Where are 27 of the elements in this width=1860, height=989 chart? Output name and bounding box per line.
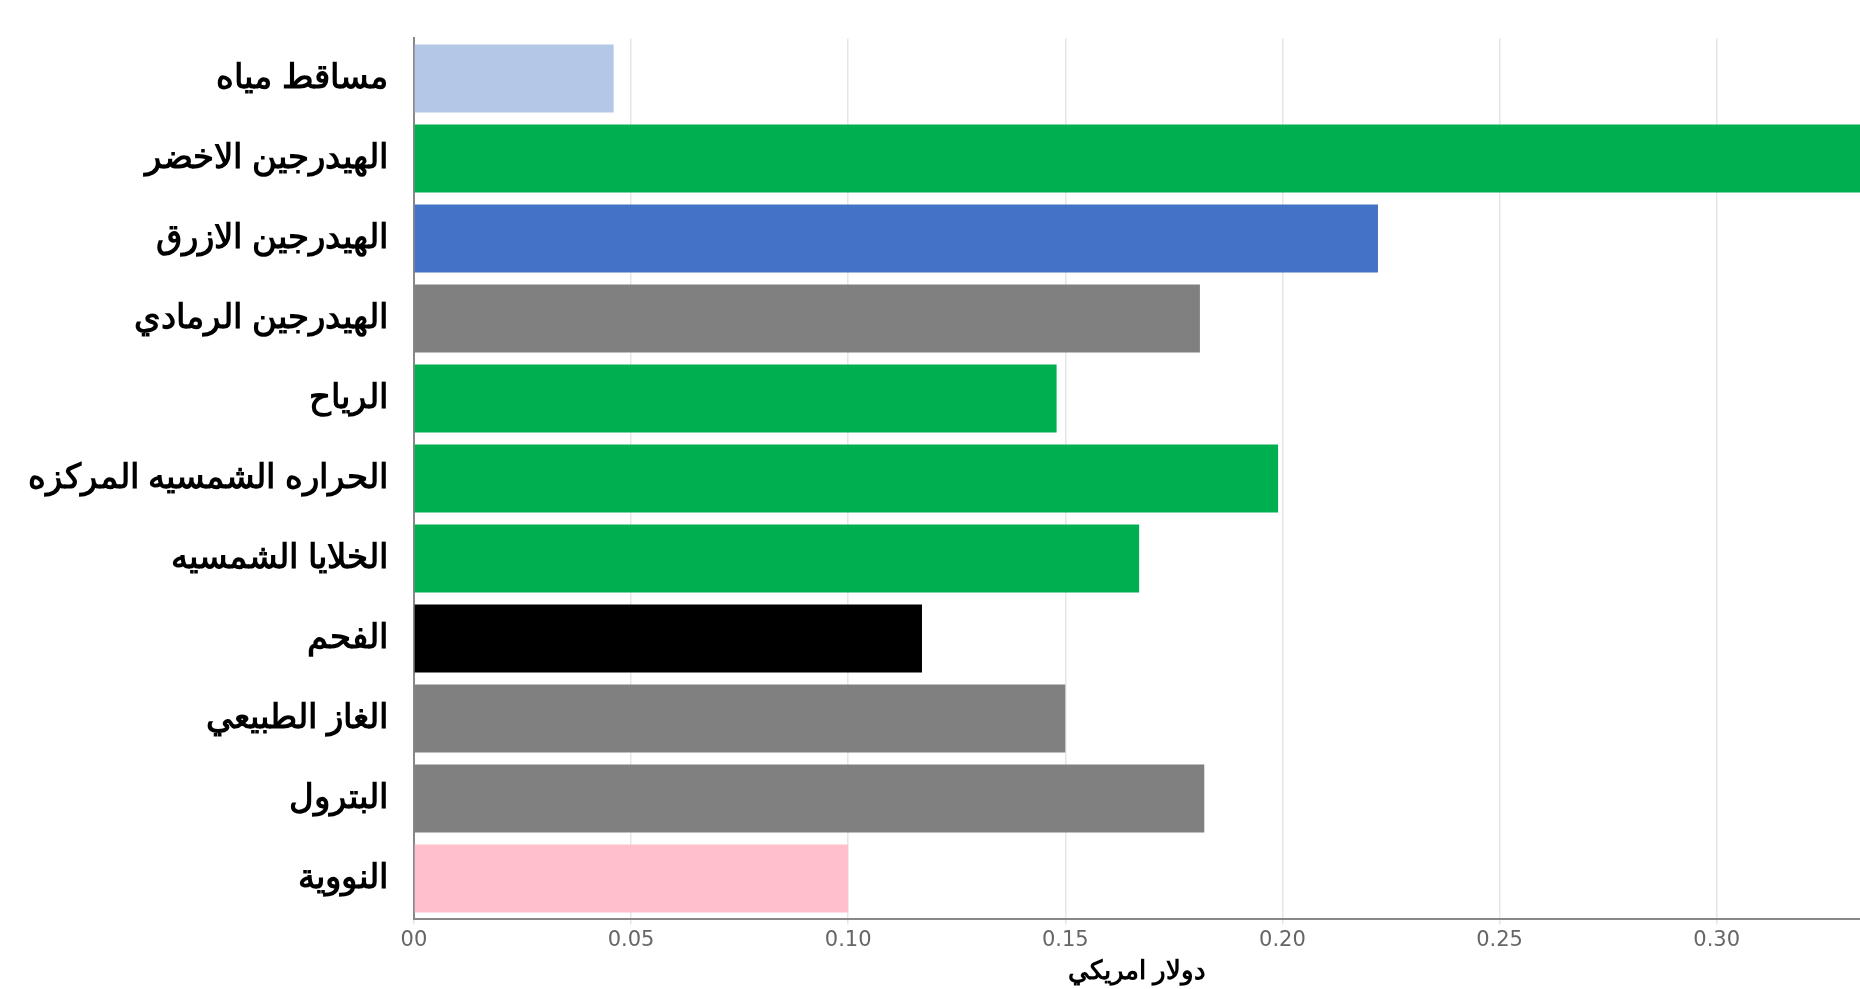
bar — [414, 204, 1378, 273]
bar — [414, 364, 1057, 433]
bar — [414, 524, 1140, 593]
y-tick-label: الهيدرجين الاخضر — [143, 136, 388, 177]
y-tick-label: الخلايا الشمسيه — [171, 536, 388, 575]
y-tick-label: الهيدرجين الرمادي — [134, 296, 388, 337]
x-axis-title: دولار امريكي — [1067, 954, 1207, 986]
x-tick-label: 00 — [400, 926, 428, 951]
bar — [414, 124, 1860, 193]
x-tick-label: 0.30 — [1693, 926, 1741, 951]
y-tick-label: البترول — [288, 776, 388, 817]
bar — [414, 44, 614, 113]
x-tick-label: 0.05 — [607, 926, 655, 951]
bar — [414, 444, 1279, 513]
y-tick-label: مساقط مياه — [216, 56, 388, 95]
y-tick-label: النووية — [297, 856, 388, 897]
y-tick-label: الرياح — [308, 376, 388, 417]
y-tick-label: الفحم — [306, 616, 388, 657]
x-tick-label: 0.15 — [1041, 926, 1089, 951]
y-tick-label: الغاز الطبيعي — [206, 696, 388, 737]
bar — [414, 844, 849, 913]
x-tick-label: 0.20 — [1259, 926, 1306, 951]
x-tick-label: 0.25 — [1476, 926, 1523, 951]
bar — [414, 604, 922, 673]
y-tick-label: الحراره الشمسيه المركزه — [27, 456, 388, 497]
y-tick-label: الهيدرجين الازرق — [156, 216, 388, 257]
x-tick-label: 0.10 — [824, 926, 872, 951]
